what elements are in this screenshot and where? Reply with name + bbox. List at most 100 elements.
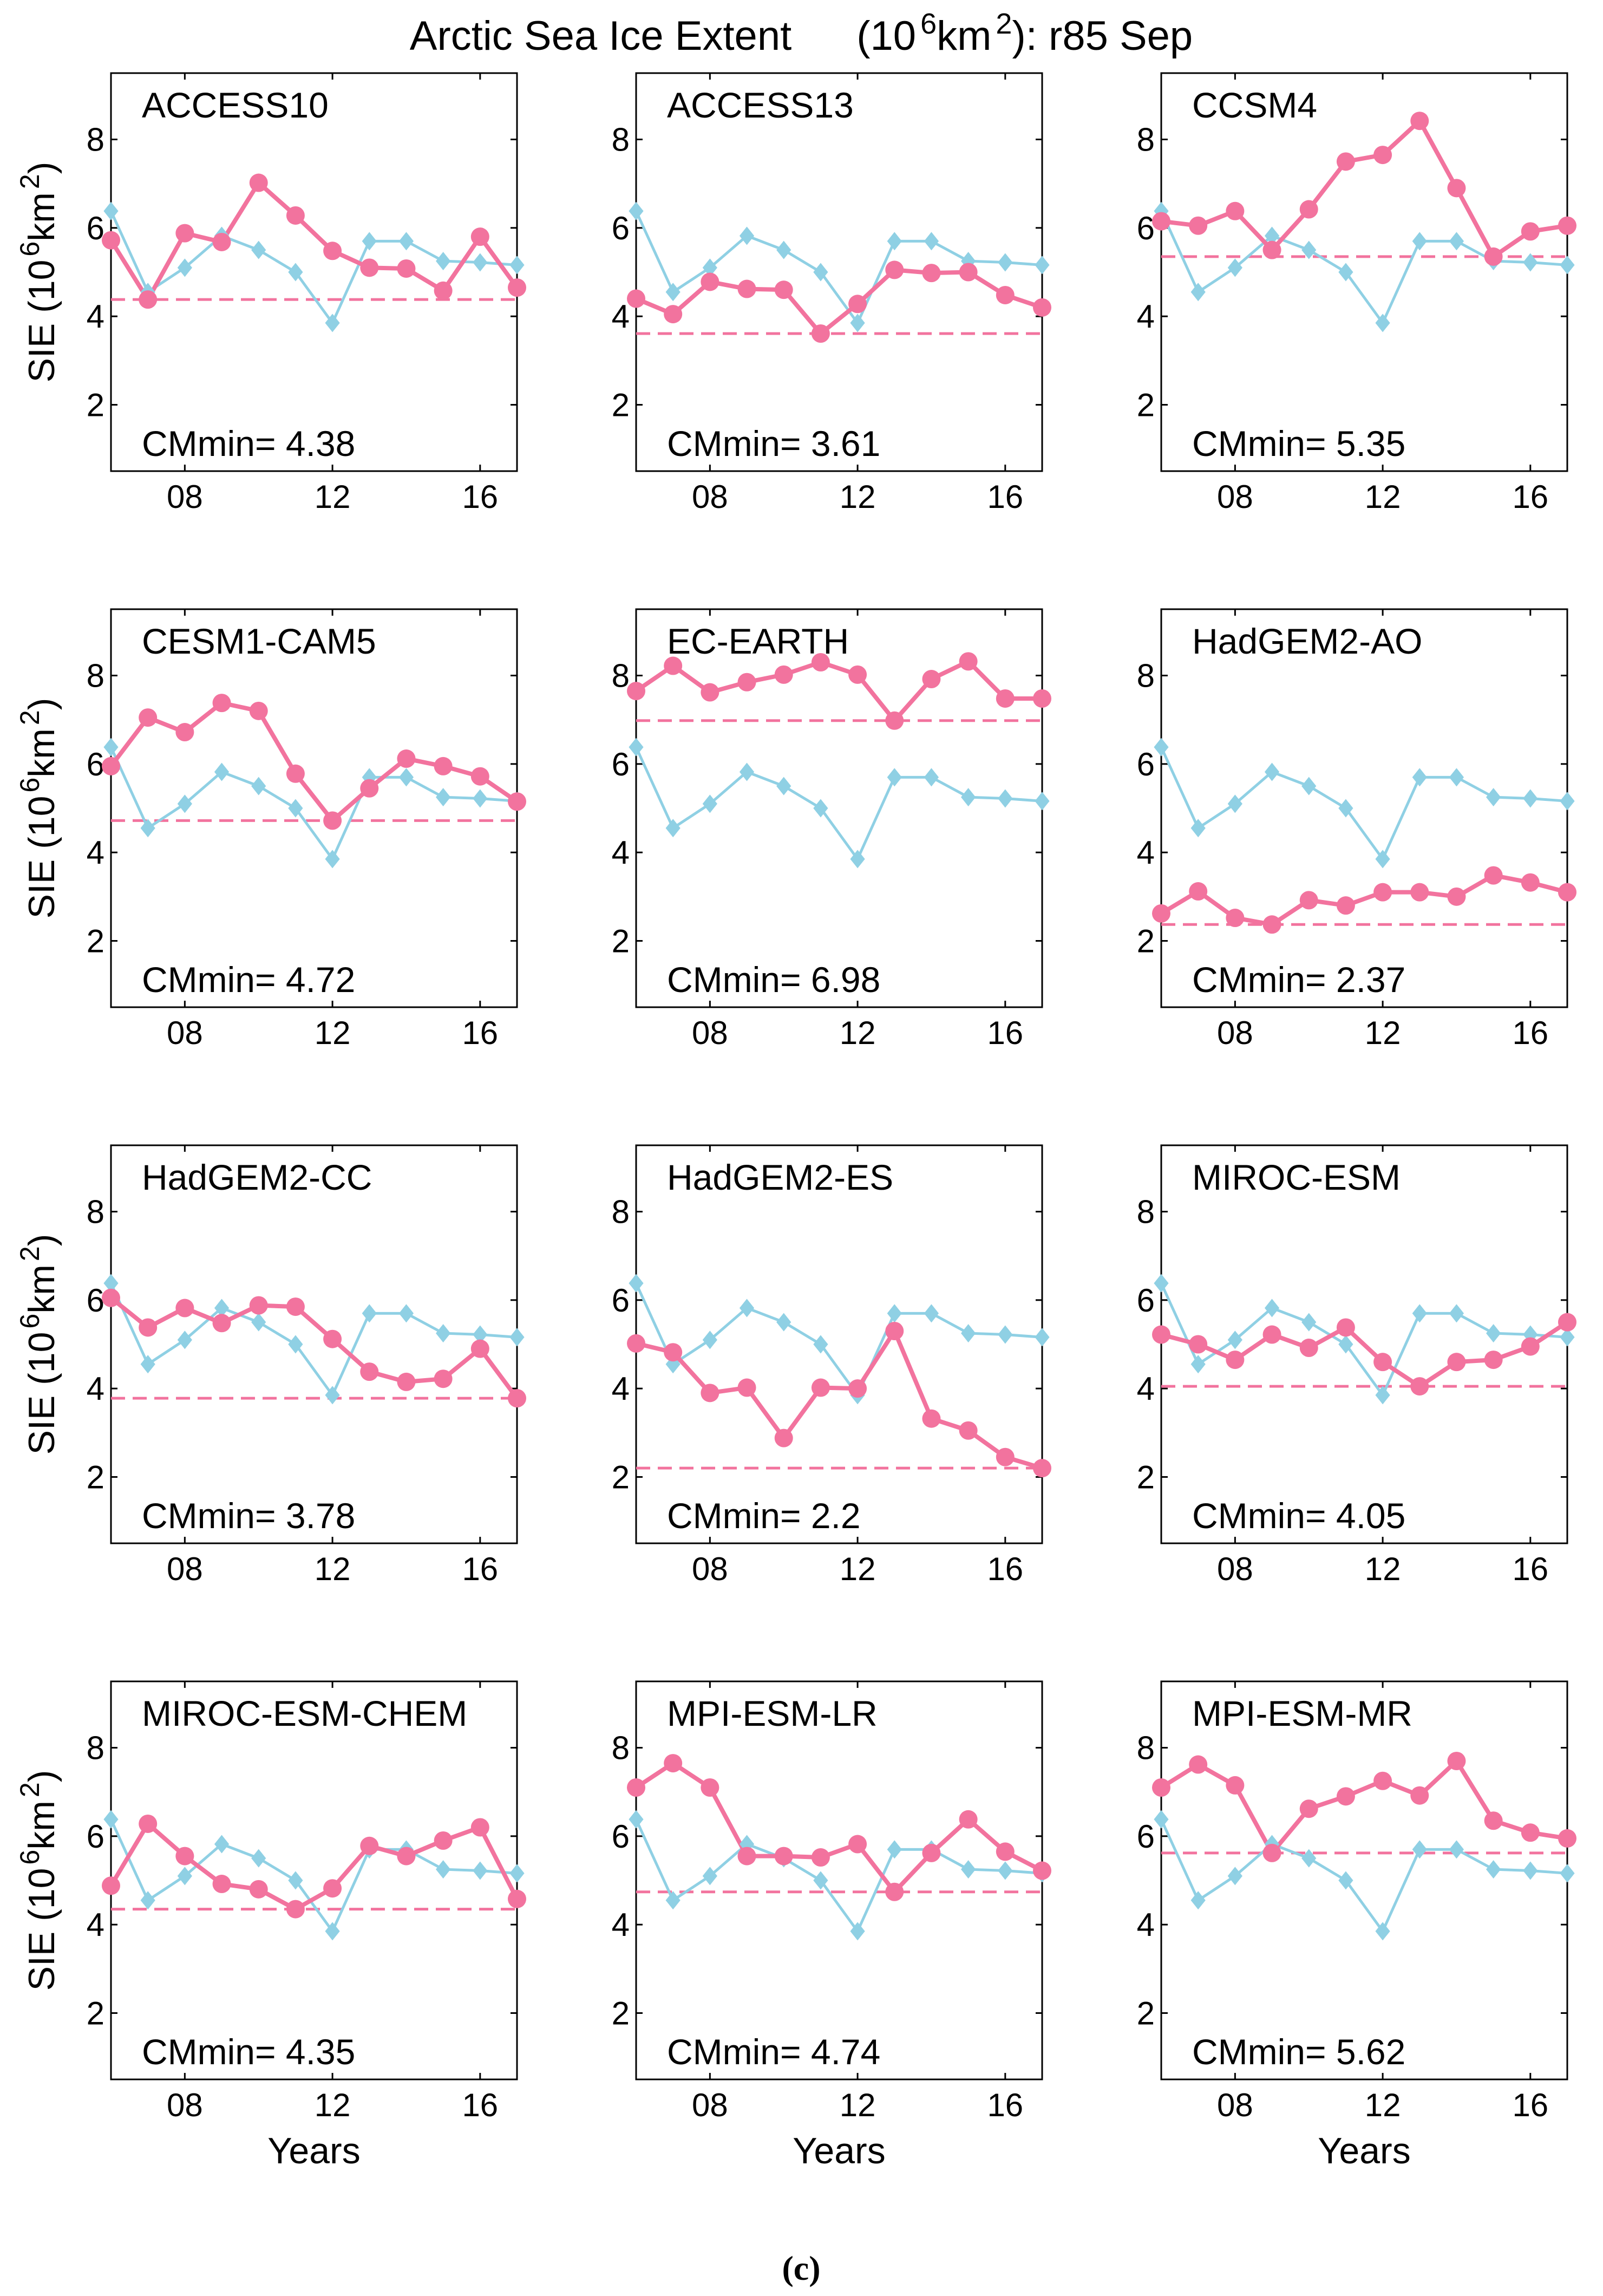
model-point — [139, 1318, 158, 1337]
model-point — [1521, 873, 1540, 892]
observed-point — [1486, 788, 1501, 807]
observed-point — [1227, 1330, 1242, 1349]
y-axis-label-exp2: 2 — [15, 1782, 45, 1797]
model-series-line — [634, 659, 1042, 723]
plot-frame — [110, 1680, 518, 2080]
y-tick-label: 8 — [87, 1194, 104, 1230]
x-tick-label: 08 — [1217, 1015, 1253, 1051]
model-point — [1299, 200, 1318, 219]
model-point — [885, 711, 904, 730]
x-tick-label: 12 — [315, 1551, 351, 1587]
model-point — [212, 232, 231, 251]
observed-point — [398, 232, 414, 251]
model-point — [1189, 882, 1208, 901]
observed-point — [140, 819, 155, 838]
y-axis-label-prefix: SIE (10 — [21, 1868, 62, 1991]
model-point — [1558, 883, 1576, 902]
model-point — [508, 1889, 526, 1908]
model-point — [1447, 887, 1466, 906]
observed-point — [1338, 1871, 1353, 1890]
observed-point — [813, 1871, 828, 1890]
y-tick-label: 8 — [612, 1194, 630, 1230]
observed-series-line — [1160, 746, 1568, 862]
model-point — [1189, 216, 1208, 235]
model-point — [1558, 1829, 1576, 1848]
cmmin-label: CMmin= 3.78 — [142, 1496, 355, 1536]
observed-point — [140, 1891, 155, 1910]
model-series-line — [635, 268, 1043, 336]
model-point — [959, 1421, 978, 1440]
cmmin-prefix: CMmin= — [142, 2032, 286, 2072]
cmmin-label: CMmin= 4.05 — [1192, 1496, 1405, 1536]
y-tick-label: 2 — [612, 387, 630, 423]
y-axis-label-prefix: SIE (10 — [21, 796, 62, 919]
x-tick-label: 12 — [315, 2087, 351, 2123]
model-point — [323, 1329, 342, 1348]
y-tick-label: 8 — [87, 1730, 104, 1766]
chart-panel: 2 4 6 8 08 12 16 HadGEM2-ES CMmin= 2.2 — [612, 1144, 1051, 1587]
x-tick-label: 08 — [167, 1015, 203, 1051]
observed-point — [251, 240, 266, 259]
model-point — [434, 1831, 453, 1850]
model-point — [885, 1322, 904, 1340]
plot-frame — [1160, 1680, 1568, 2080]
plot-frame — [635, 72, 1043, 472]
model-point — [959, 652, 978, 671]
observed-point — [1227, 258, 1242, 277]
observed-point — [887, 1304, 902, 1323]
panel-title: HadGEM2-CC — [142, 1157, 372, 1197]
model-point — [701, 1384, 719, 1403]
model-point — [508, 278, 526, 297]
observed-point — [1560, 1864, 1575, 1883]
x-axis-label: Years — [793, 2130, 885, 2171]
y-tick-label: 8 — [1137, 122, 1155, 158]
observed-point — [325, 1922, 340, 1941]
y-tick-label: 6 — [1137, 210, 1155, 246]
model-point — [212, 1314, 231, 1333]
observed-point — [665, 283, 681, 302]
cmmin-value: 4.35 — [286, 2032, 355, 2072]
cmmin-prefix: CMmin= — [142, 423, 286, 464]
model-point — [737, 1378, 756, 1397]
model-point — [139, 1814, 158, 1833]
model-point — [922, 670, 941, 689]
observed-point — [629, 1274, 644, 1293]
cmmin-prefix: CMmin= — [142, 1496, 286, 1536]
model-point — [139, 708, 158, 727]
model-point — [360, 779, 379, 798]
observed-point — [509, 1864, 525, 1883]
observed-point — [325, 314, 340, 332]
observed-point — [739, 226, 755, 245]
observed-point — [1449, 1840, 1464, 1859]
y-tick-label: 4 — [87, 834, 104, 871]
x-tick-label: 08 — [167, 479, 203, 515]
model-point — [397, 1847, 416, 1866]
model-point — [1033, 298, 1051, 317]
cmmin-value: 4.05 — [1336, 1496, 1405, 1536]
model-point — [323, 1879, 342, 1898]
y-tick-label: 6 — [87, 1818, 104, 1855]
observed-point — [436, 1324, 451, 1343]
panel-title: ACCESS13 — [667, 85, 854, 125]
y-tick-label: 6 — [87, 1282, 104, 1319]
cmmin-label: CMmin= 2.37 — [1192, 960, 1405, 1000]
y-axis-label-km: km — [21, 728, 62, 778]
x-tick-label: 12 — [1365, 1551, 1401, 1587]
observed-point — [177, 794, 192, 813]
y-tick-label: 8 — [1137, 1194, 1155, 1230]
model-point — [102, 1288, 120, 1307]
y-tick-label: 4 — [612, 298, 630, 335]
model-point — [1033, 1861, 1051, 1880]
observed-series-line — [1160, 1818, 1568, 1934]
cmmin-label: CMmin= 4.74 — [667, 2032, 880, 2072]
cmmin-prefix: CMmin= — [667, 423, 811, 464]
cmmin-label: CMmin= 2.2 — [667, 1496, 861, 1536]
y-tick-label: 2 — [87, 1995, 104, 2032]
observed-point — [362, 232, 377, 251]
model-point — [1484, 247, 1503, 266]
x-tick-label: 16 — [462, 479, 498, 515]
observed-point — [473, 1861, 488, 1880]
observed-point — [1190, 283, 1206, 302]
plot-frame — [110, 608, 518, 1008]
